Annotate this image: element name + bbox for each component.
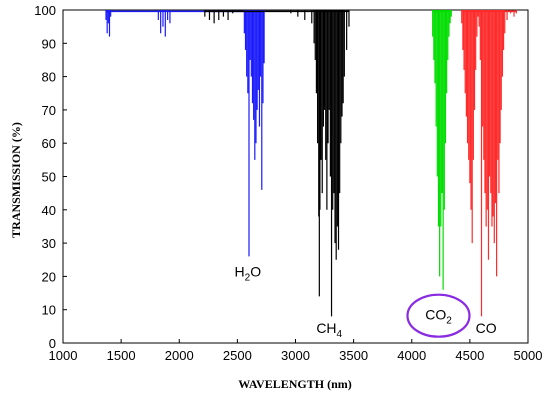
- annotation-label: CO2: [425, 307, 452, 327]
- plot-frame: [62, 9, 529, 344]
- series-2: [432, 10, 452, 290]
- x-tick-label: 2000: [165, 348, 194, 363]
- y-tick-label: 40: [42, 203, 56, 218]
- labels-layer: H2O CH4 CO CO2: [235, 263, 497, 340]
- x-tick-label: 2500: [223, 348, 252, 363]
- y-tick-label: 60: [42, 136, 56, 151]
- x-tick-label: 5000: [514, 348, 543, 363]
- x-tick-label: 3500: [339, 348, 368, 363]
- y-tick-label: 100: [34, 3, 56, 18]
- series-layer: [105, 10, 517, 317]
- x-tick-label: 3000: [281, 348, 310, 363]
- plot-border: [62, 9, 529, 344]
- x-tick-label: 4500: [455, 348, 484, 363]
- x-axis-title: WAVELENGTH (nm): [238, 377, 351, 391]
- axes-layer: 1000 1500 2000 2500 3000 3500 4000 4500 5000 0 10 2…: [34, 3, 542, 363]
- x-tick-label: 4000: [397, 348, 426, 363]
- y-axis-title: TRANSMISSION (%): [9, 122, 23, 238]
- y-tick-label: 70: [42, 103, 56, 118]
- co2-highlight-circle: [406, 293, 471, 338]
- series-1: [204, 10, 350, 317]
- y-tick-label: 10: [42, 303, 56, 318]
- y-tick-label: 20: [42, 269, 56, 284]
- x-tick-label: 1500: [107, 348, 136, 363]
- series-label: H2O: [235, 263, 262, 283]
- y-tick-label: 30: [42, 236, 56, 251]
- series-3: [461, 10, 517, 317]
- y-tick-label: 50: [42, 170, 56, 185]
- x-tick-label: 1000: [49, 348, 78, 363]
- y-tick-label: 0: [49, 336, 56, 351]
- series-label: CH4: [316, 320, 342, 340]
- series-0: [105, 10, 265, 257]
- y-tick-label: 90: [42, 36, 56, 51]
- y-tick-label: 80: [42, 70, 56, 85]
- series-label: CO: [476, 320, 497, 336]
